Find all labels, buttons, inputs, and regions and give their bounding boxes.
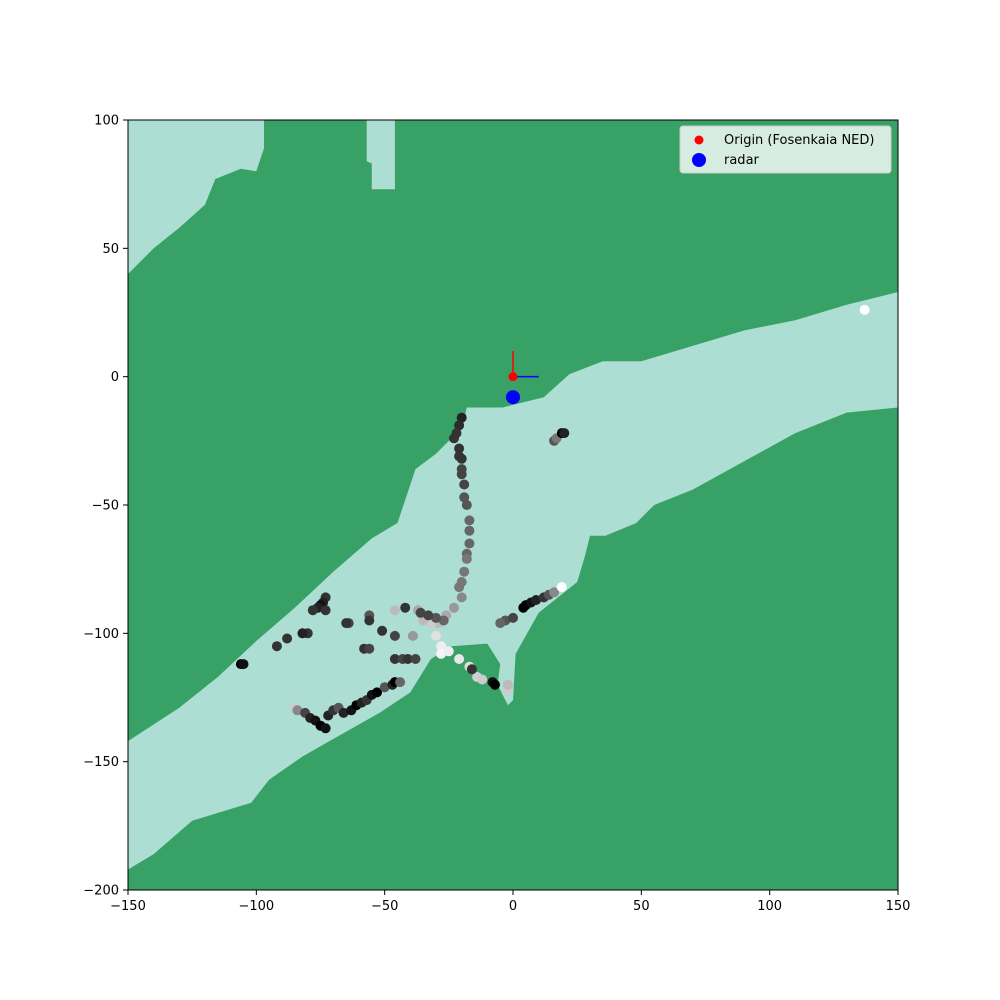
track-point xyxy=(436,641,447,652)
x-tick-label: 50 xyxy=(633,899,650,914)
y-tick-label: −150 xyxy=(83,755,119,770)
plot-area xyxy=(128,120,898,890)
legend-marker-radar xyxy=(692,153,706,167)
track-point xyxy=(456,592,467,603)
track-point xyxy=(464,515,475,526)
track-point xyxy=(459,479,470,490)
track-point xyxy=(292,705,303,716)
track-point xyxy=(464,538,475,549)
track-point xyxy=(238,659,249,670)
track-point xyxy=(466,664,477,675)
track-point xyxy=(456,453,467,464)
water-north-west-water xyxy=(128,120,264,274)
origin-point xyxy=(508,372,518,382)
track-point xyxy=(436,648,447,659)
track-point xyxy=(423,610,434,621)
track-point xyxy=(556,582,567,593)
track-point xyxy=(456,412,467,423)
y-tick-label: −50 xyxy=(92,499,119,514)
y-tick-label: 0 xyxy=(111,370,119,385)
track-point xyxy=(271,641,282,652)
track-point xyxy=(338,707,349,718)
track-point xyxy=(456,469,467,480)
track-point xyxy=(372,687,382,698)
track-point xyxy=(502,679,513,690)
x-tick-label: −150 xyxy=(110,899,146,914)
x-tick-label: −100 xyxy=(238,899,274,914)
track-point xyxy=(389,605,400,616)
track-point xyxy=(495,618,506,629)
track-point xyxy=(459,492,470,503)
track-point xyxy=(297,628,308,639)
radar-point xyxy=(506,390,520,405)
track-point xyxy=(531,595,542,605)
origin-markers xyxy=(506,351,539,405)
track-point xyxy=(364,615,375,626)
track-point xyxy=(508,612,518,623)
track-point xyxy=(395,677,406,688)
track-point xyxy=(443,646,454,657)
y-tick-label: −200 xyxy=(83,884,119,899)
x-tick-label: 150 xyxy=(886,899,911,914)
legend-label-radar: radar xyxy=(724,153,760,168)
track-point xyxy=(431,612,441,623)
track-point xyxy=(454,443,465,454)
track-point xyxy=(464,525,475,536)
y-tick-label: −100 xyxy=(83,627,119,642)
track-point xyxy=(431,630,441,641)
track-point xyxy=(549,587,560,598)
x-axis: −150 −100 −50 0 50 100 150 xyxy=(110,890,910,914)
track-point xyxy=(389,630,400,641)
track-point xyxy=(415,607,426,618)
legend-label-origin: Origin (Fosenkaia NED) xyxy=(724,133,874,148)
track-point xyxy=(449,433,459,444)
x-tick-label: −50 xyxy=(371,899,398,914)
track-point xyxy=(559,428,570,439)
track-point xyxy=(461,553,472,564)
x-tick-label: 0 xyxy=(509,899,517,914)
track-point xyxy=(400,602,411,613)
legend-box xyxy=(679,125,892,174)
track-point xyxy=(459,566,470,577)
legend: Origin (Fosenkaia NED) radar xyxy=(679,125,892,174)
track-point xyxy=(477,674,488,685)
track-point xyxy=(449,602,459,613)
track-point xyxy=(320,605,331,616)
track-point xyxy=(407,630,418,641)
track-point xyxy=(377,625,388,636)
track-point xyxy=(364,643,375,654)
track-point xyxy=(307,605,318,616)
track-point xyxy=(389,654,400,664)
water-north-inlet xyxy=(366,120,395,190)
track-point xyxy=(410,654,421,664)
track-points xyxy=(235,304,870,734)
track-point xyxy=(438,615,449,626)
track-point xyxy=(402,654,413,664)
track-point xyxy=(461,500,472,510)
track-point xyxy=(859,304,870,315)
track-point xyxy=(454,654,465,664)
y-tick-label: 50 xyxy=(102,242,119,257)
track-point xyxy=(282,633,293,644)
y-axis: 100 50 0 −50 −100 −150 −200 xyxy=(83,114,128,899)
track-point xyxy=(341,618,352,629)
legend-marker-origin xyxy=(694,135,704,145)
track-point xyxy=(454,420,465,431)
track-point xyxy=(454,582,465,593)
track-point xyxy=(490,679,500,690)
track-point xyxy=(320,723,331,734)
y-tick-label: 100 xyxy=(94,114,119,129)
x-tick-label: 100 xyxy=(757,899,782,914)
track-point xyxy=(379,682,390,693)
